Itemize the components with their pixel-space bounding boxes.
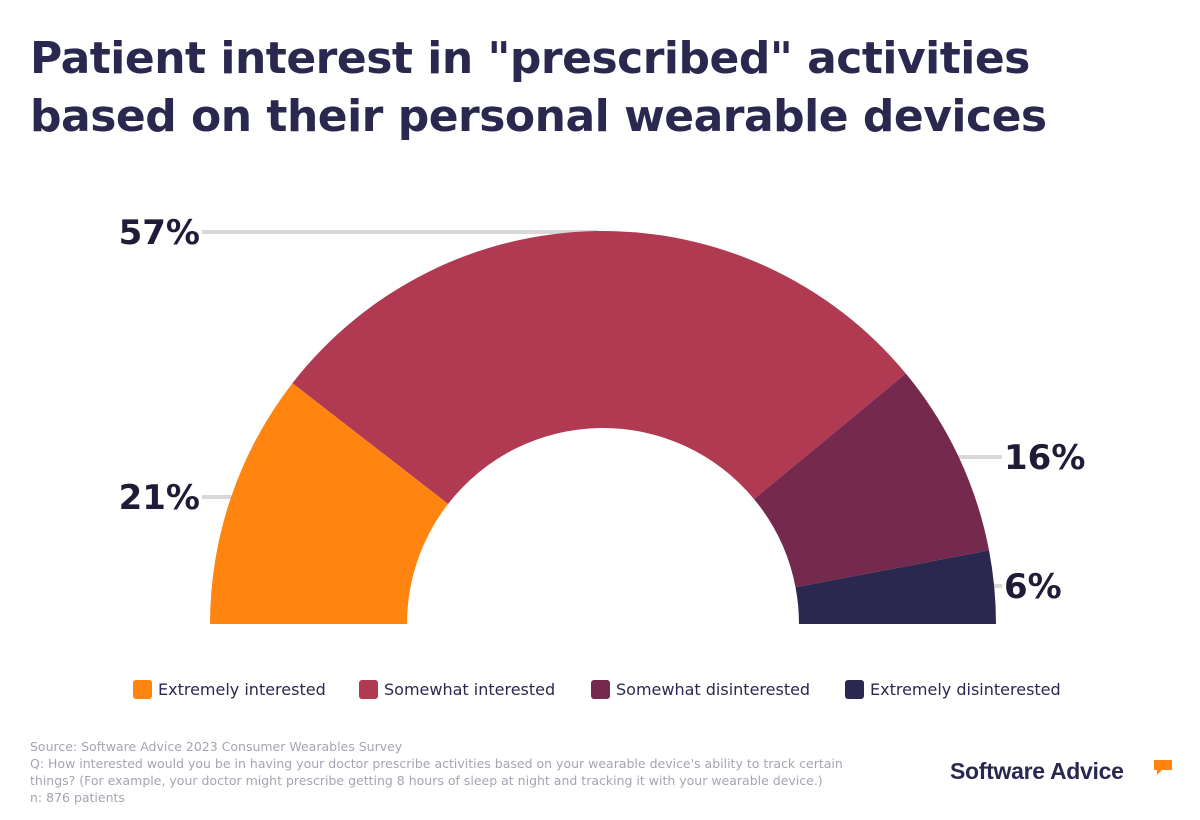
chat-bubble-shape xyxy=(1154,760,1172,775)
legend-label: Somewhat interested xyxy=(384,679,556,699)
value-label-somewhat-interested: 57% xyxy=(119,213,200,253)
legend-item-extremely-disinterested: Extremely disinterested xyxy=(845,679,1061,699)
brand-logo-text: Software Advice xyxy=(950,758,1124,784)
legend-label: Somewhat disinterested xyxy=(616,679,811,699)
legend-item-extremely-interested: Extremely interested xyxy=(133,679,359,699)
donut-slice-somewhat-interested xyxy=(292,231,906,504)
legend-swatch-extremely-disinterested xyxy=(845,679,864,699)
value-label-extremely-interested: 21% xyxy=(119,478,200,518)
donut-slice-extremely-interested xyxy=(210,383,449,624)
legend-item-somewhat-interested: Somewhat interested xyxy=(359,679,591,699)
legend-label: Extremely disinterested xyxy=(870,679,1061,699)
chart-footnote: Source: Software Advice 2023 Consumer We… xyxy=(30,738,860,806)
legend-swatch-extremely-interested xyxy=(133,679,152,699)
value-label-somewhat-disinterested: 16% xyxy=(1004,438,1085,478)
chart-legend: Extremely interested Somewhat interested… xyxy=(133,678,1061,700)
legend-label: Extremely interested xyxy=(158,679,326,699)
value-label-extremely-disinterested: 6% xyxy=(1004,567,1062,607)
legend-swatch-somewhat-interested xyxy=(359,679,378,699)
chart-title: Patient interest in "prescribed" activit… xyxy=(30,33,1047,142)
donut-slice-somewhat-disinterested xyxy=(754,373,990,588)
survey-question: Q: How interested would you be in having… xyxy=(30,756,843,788)
legend-swatch-somewhat-disinterested xyxy=(591,679,610,699)
chat-bubble-icon xyxy=(1154,760,1172,775)
source-note: Source: Software Advice 2023 Consumer We… xyxy=(30,739,403,754)
donut-slice-extremely-disinterested xyxy=(795,550,996,624)
sample-size: n: 876 patients xyxy=(30,790,125,805)
legend-item-somewhat-disinterested: Somewhat disinterested xyxy=(591,679,845,699)
